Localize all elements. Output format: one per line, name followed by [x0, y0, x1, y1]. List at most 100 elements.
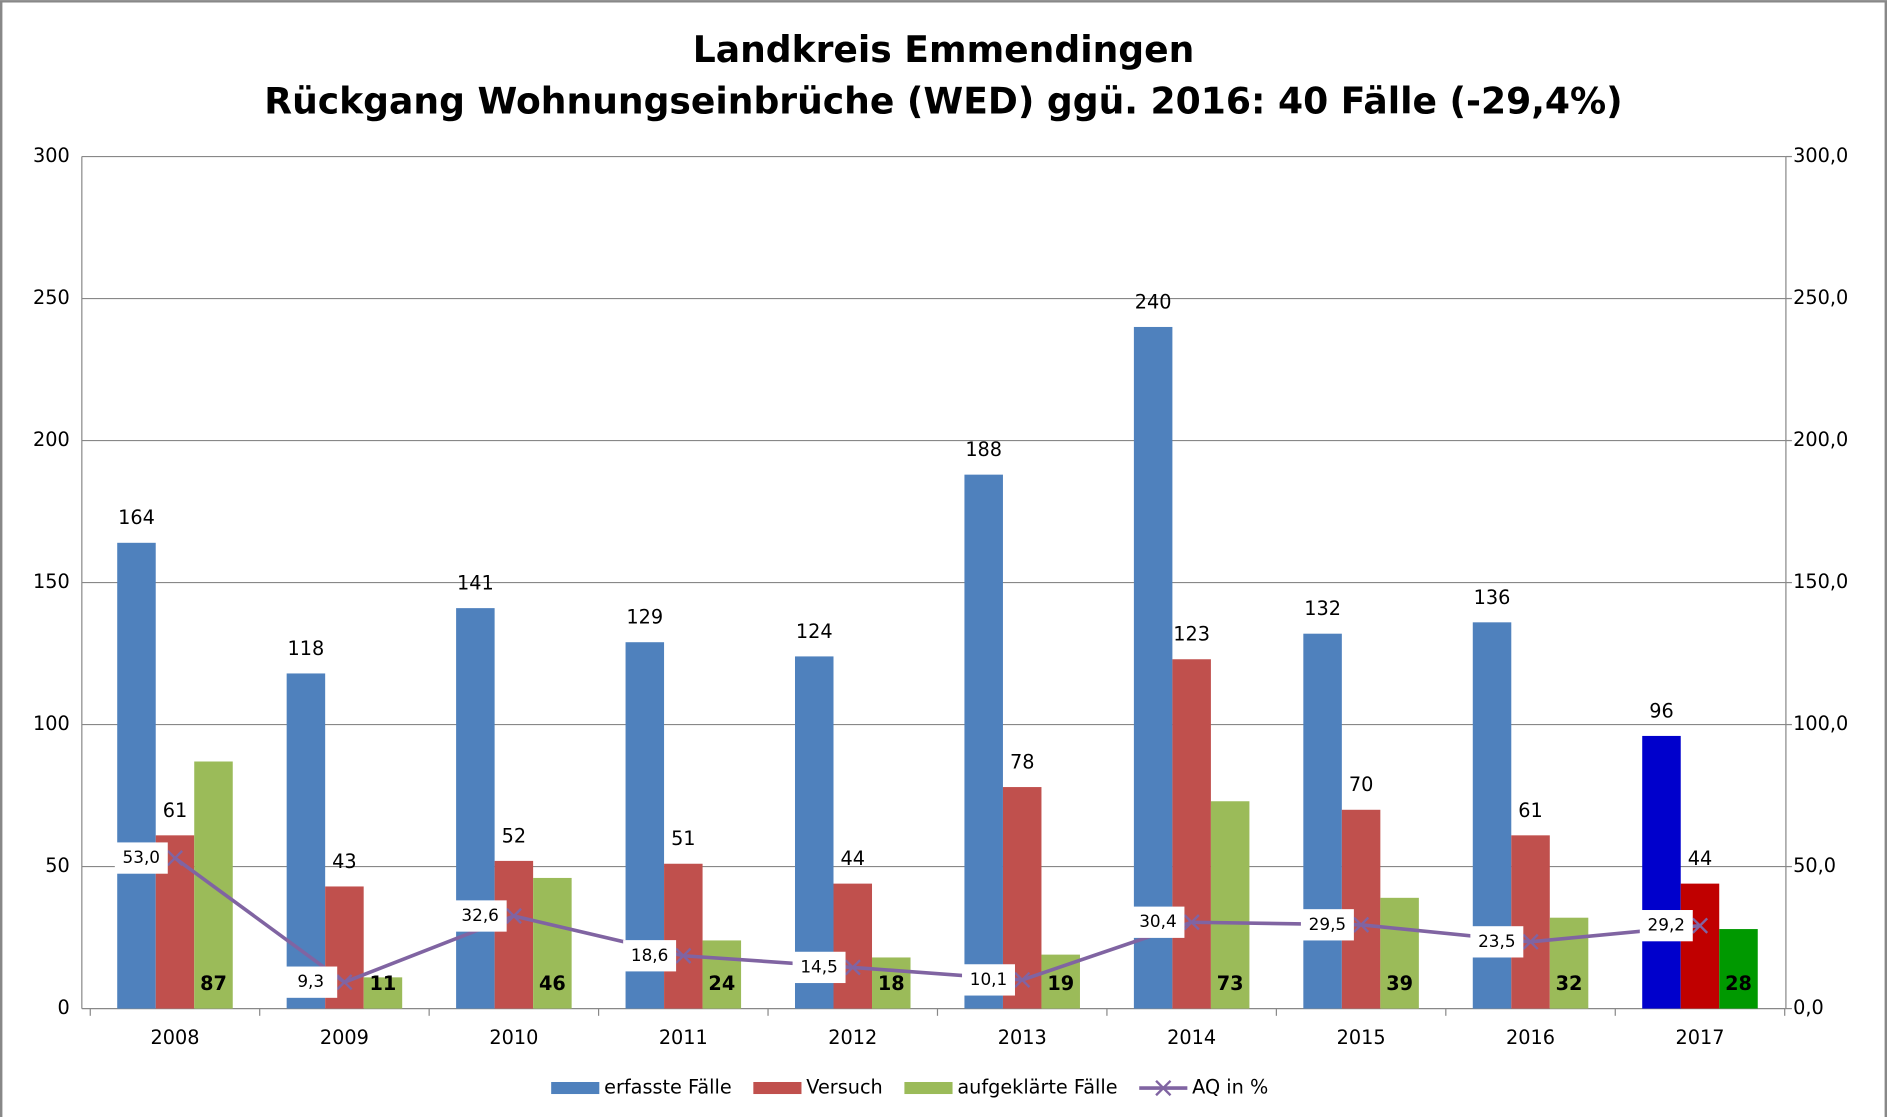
- data-label: 240: [1135, 290, 1172, 313]
- x-tick-label: 2008: [150, 1026, 199, 1049]
- bar: [1172, 659, 1211, 1009]
- bar: [1303, 633, 1342, 1009]
- chart-subtitle: Rückgang Wohnungseinbrüche (WED) ggü. 20…: [264, 80, 1622, 123]
- x-tick-label: 2011: [659, 1026, 708, 1049]
- marker: [1353, 916, 1370, 933]
- marker: [336, 974, 353, 991]
- bar: [1511, 835, 1550, 1009]
- y2-tick-label: 0,0: [1793, 996, 1824, 1019]
- marker: [1183, 914, 1200, 931]
- data-label: 53,0: [123, 847, 160, 867]
- label-box: [453, 900, 507, 932]
- data-label: 96: [1649, 699, 1674, 722]
- label-box: [1300, 909, 1354, 941]
- data-label: 32,6: [461, 905, 498, 925]
- chart-title: Landkreis Emmendingen: [693, 28, 1195, 71]
- x-tick-label: 2017: [1675, 1026, 1724, 1049]
- data-label: 124: [796, 620, 833, 643]
- y2-tick-label: 100,0: [1793, 712, 1848, 735]
- data-label: 123: [1173, 623, 1210, 646]
- data-label: 30,4: [1139, 911, 1176, 931]
- data-label: 19: [1047, 972, 1074, 995]
- bar: [872, 957, 911, 1009]
- legend-swatch: [904, 1081, 953, 1095]
- legend-marker: [1155, 1079, 1172, 1097]
- data-label: 141: [457, 572, 494, 595]
- data-label: 61: [1518, 799, 1543, 822]
- data-label: 52: [502, 824, 527, 847]
- label-box: [1470, 926, 1524, 958]
- data-label: 61: [163, 799, 188, 822]
- data-label: 51: [671, 827, 696, 850]
- marker: [844, 959, 861, 976]
- data-label: 43: [332, 850, 357, 873]
- y2-tick-label: 50,0: [1793, 854, 1836, 877]
- data-label: 70: [1349, 773, 1374, 796]
- bar: [1719, 929, 1758, 1009]
- bar: [1380, 897, 1419, 1009]
- legend-swatch: [753, 1081, 802, 1095]
- y-tick-label: 100: [33, 712, 70, 735]
- bar: [363, 977, 403, 1009]
- bar: [1133, 326, 1173, 1009]
- data-label: 39: [1386, 972, 1413, 995]
- data-label: 11: [370, 972, 397, 995]
- legend-label: erfasste Fälle: [604, 1076, 732, 1099]
- bar: [1210, 801, 1250, 1009]
- bar: [456, 608, 495, 1009]
- bar: [664, 863, 703, 1009]
- data-label: 78: [1010, 750, 1034, 773]
- x-tick-label: 2009: [320, 1026, 369, 1049]
- data-label: 46: [539, 972, 566, 995]
- legend-swatch: [551, 1081, 600, 1095]
- label-box: [962, 964, 1015, 996]
- label-box: [1639, 910, 1693, 942]
- marker: [1522, 933, 1539, 950]
- data-label: 28: [1725, 972, 1752, 995]
- data-label: 18,6: [631, 945, 668, 965]
- data-label: 87: [200, 972, 227, 995]
- label-box: [114, 842, 168, 874]
- marker: [166, 849, 184, 867]
- marker: [1691, 917, 1709, 934]
- data-label: 118: [288, 637, 325, 660]
- x-tick-label: 2012: [828, 1026, 877, 1049]
- label-box: [623, 940, 677, 972]
- data-label: 188: [965, 438, 1002, 461]
- data-label: 132: [1304, 597, 1341, 620]
- bar: [1680, 883, 1720, 1009]
- y-tick-label: 300: [33, 144, 70, 167]
- data-label: 44: [1688, 847, 1713, 870]
- marker: [505, 907, 522, 925]
- bar: [494, 860, 534, 1009]
- data-label: 14,5: [800, 956, 837, 976]
- data-label: 129: [626, 606, 663, 629]
- legend-label: aufgeklärte Fälle: [957, 1076, 1117, 1099]
- bar: [286, 673, 326, 1009]
- y2-tick-label: 150,0: [1793, 570, 1848, 593]
- y-tick-label: 200: [33, 428, 70, 451]
- label-box: [792, 951, 846, 984]
- legend-label: AQ in %: [1192, 1076, 1268, 1099]
- data-label: 18: [878, 972, 905, 995]
- bar: [702, 940, 742, 1009]
- data-label: 9,3: [297, 971, 324, 991]
- y-tick-label: 150: [33, 570, 70, 593]
- bar: [794, 656, 834, 1009]
- x-tick-label: 2015: [1337, 1026, 1386, 1049]
- data-label: 136: [1474, 586, 1511, 609]
- y2-tick-label: 250,0: [1793, 286, 1848, 309]
- x-tick-label: 2010: [489, 1026, 538, 1049]
- line: [173, 856, 1701, 985]
- label-box: [284, 966, 338, 998]
- label-box: [1131, 906, 1185, 938]
- x-tick-label: 2016: [1506, 1026, 1555, 1049]
- x-tick-label: 2014: [1167, 1026, 1216, 1049]
- bar: [833, 883, 873, 1009]
- data-label: 29,5: [1309, 914, 1346, 934]
- y-tick-label: 50: [45, 854, 70, 877]
- data-label: 73: [1217, 972, 1244, 995]
- marker: [1014, 971, 1031, 988]
